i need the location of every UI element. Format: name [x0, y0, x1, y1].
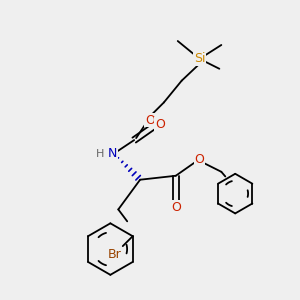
Text: O: O [145, 114, 155, 127]
Text: Si: Si [194, 52, 205, 65]
Text: O: O [195, 153, 205, 167]
Text: Br: Br [108, 248, 122, 260]
Text: O: O [155, 118, 165, 131]
Text: N: N [108, 148, 117, 160]
Text: H: H [96, 149, 105, 159]
Text: O: O [171, 201, 181, 214]
